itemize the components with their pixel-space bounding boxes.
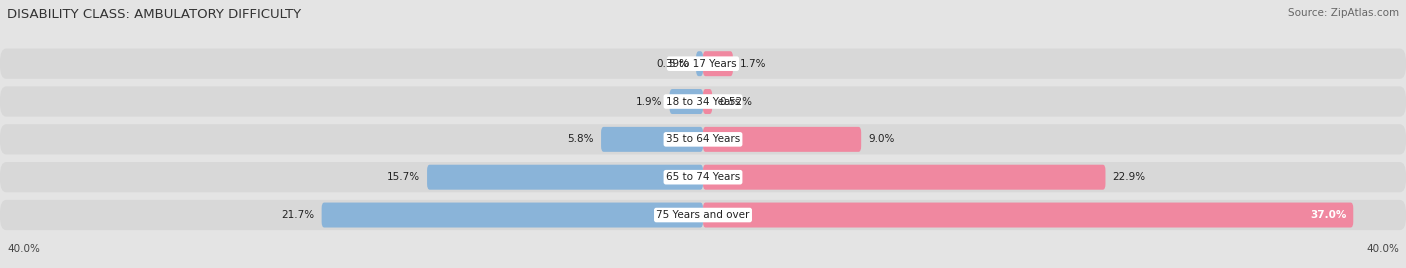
Text: 5.8%: 5.8% — [568, 134, 593, 144]
Text: 37.0%: 37.0% — [1310, 210, 1347, 220]
Text: 75 Years and over: 75 Years and over — [657, 210, 749, 220]
Text: 21.7%: 21.7% — [281, 210, 315, 220]
FancyBboxPatch shape — [703, 165, 1105, 190]
FancyBboxPatch shape — [0, 86, 1406, 117]
Text: 0.39%: 0.39% — [657, 59, 689, 69]
FancyBboxPatch shape — [427, 165, 703, 190]
Text: 5 to 17 Years: 5 to 17 Years — [669, 59, 737, 69]
Text: 22.9%: 22.9% — [1112, 172, 1146, 182]
FancyBboxPatch shape — [0, 124, 1406, 154]
FancyBboxPatch shape — [669, 89, 703, 114]
FancyBboxPatch shape — [703, 127, 860, 152]
Text: DISABILITY CLASS: AMBULATORY DIFFICULTY: DISABILITY CLASS: AMBULATORY DIFFICULTY — [7, 8, 301, 21]
FancyBboxPatch shape — [0, 162, 1406, 192]
Text: 9.0%: 9.0% — [869, 134, 894, 144]
Text: 1.9%: 1.9% — [636, 96, 662, 106]
Text: 15.7%: 15.7% — [387, 172, 420, 182]
FancyBboxPatch shape — [703, 89, 713, 114]
FancyBboxPatch shape — [696, 51, 703, 76]
Text: 35 to 64 Years: 35 to 64 Years — [666, 134, 740, 144]
Text: 1.7%: 1.7% — [740, 59, 766, 69]
Text: 40.0%: 40.0% — [1367, 244, 1399, 254]
FancyBboxPatch shape — [602, 127, 703, 152]
FancyBboxPatch shape — [703, 51, 733, 76]
Text: 40.0%: 40.0% — [7, 244, 39, 254]
Text: 18 to 34 Years: 18 to 34 Years — [666, 96, 740, 106]
Text: 0.52%: 0.52% — [720, 96, 752, 106]
Text: Source: ZipAtlas.com: Source: ZipAtlas.com — [1288, 8, 1399, 18]
FancyBboxPatch shape — [703, 203, 1354, 228]
FancyBboxPatch shape — [0, 200, 1406, 230]
Text: 65 to 74 Years: 65 to 74 Years — [666, 172, 740, 182]
FancyBboxPatch shape — [322, 203, 703, 228]
FancyBboxPatch shape — [0, 49, 1406, 79]
